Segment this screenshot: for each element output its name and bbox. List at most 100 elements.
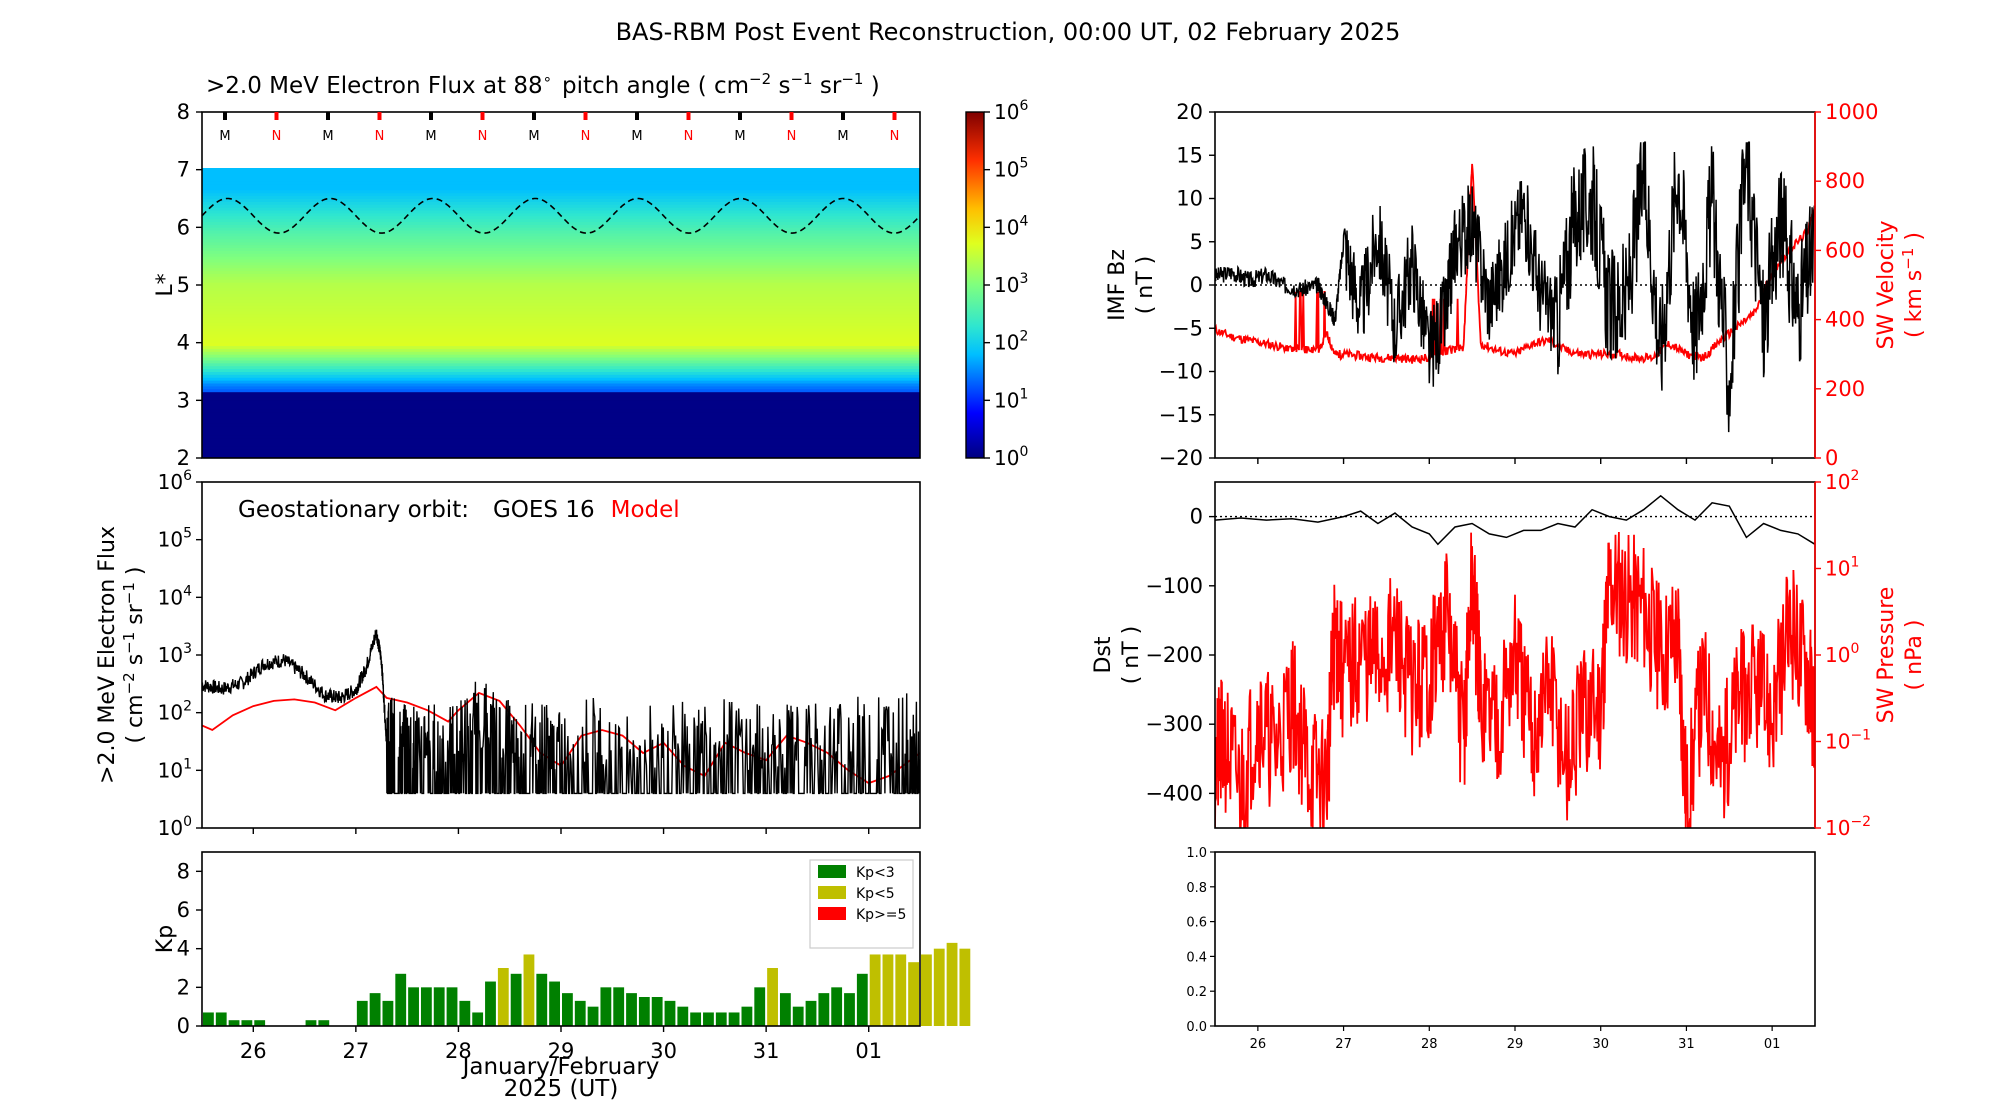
velocity-ytick-label: 800 xyxy=(1825,169,1865,193)
flux-map-ytick-label: 4 xyxy=(177,331,190,355)
flux-band xyxy=(202,298,920,303)
geo-ytick-label: 106 xyxy=(158,468,192,494)
pressure-ytick-label: 101 xyxy=(1825,555,1859,581)
flux-band xyxy=(202,287,920,292)
geo-ytick-label: 104 xyxy=(158,583,192,609)
flux-band xyxy=(202,203,920,208)
kp-bar xyxy=(497,968,509,1026)
flux-band xyxy=(202,333,920,338)
flux-band xyxy=(202,422,920,427)
empty-xtick-label: 26 xyxy=(1250,1037,1267,1052)
flux-map-ylabel: L* xyxy=(153,273,178,296)
flux-band xyxy=(202,417,920,422)
kp-bars xyxy=(203,942,971,1026)
flux-band xyxy=(202,362,920,367)
day-tick-label: 26 xyxy=(240,1039,267,1063)
velocity-ytick-label: 600 xyxy=(1825,238,1865,262)
kp-bar xyxy=(690,1012,702,1026)
mn-label: N xyxy=(272,129,282,144)
colorbar-tick-label: 100 xyxy=(994,444,1028,470)
flux-band xyxy=(202,229,920,234)
geo-ytick-label: 105 xyxy=(158,526,192,552)
flux-band xyxy=(202,339,920,344)
kp-ylabel: Kp xyxy=(153,925,178,953)
dst-ylabel-line2: ( nT ) xyxy=(1119,626,1144,685)
kp-bar xyxy=(228,1020,240,1026)
flux-band xyxy=(202,440,920,445)
flux-map-ytick-label: 5 xyxy=(177,273,190,297)
colorbar-tick-label: 102 xyxy=(994,329,1028,355)
mn-label: N xyxy=(787,129,797,144)
flux-band xyxy=(202,301,920,306)
kp-legend-label: Kp>=5 xyxy=(856,907,906,923)
kp-bar xyxy=(805,1000,817,1026)
year-axis-label: 2025 (UT) xyxy=(504,1076,619,1100)
empty-ytick-label: 1.0 xyxy=(1186,846,1207,861)
flux-band xyxy=(202,172,920,176)
bz-ytick-label: 20 xyxy=(1176,100,1203,124)
flux-band xyxy=(202,296,920,300)
flux-band xyxy=(202,267,920,272)
flux-band xyxy=(202,327,920,332)
flux-map-ytick-label: 8 xyxy=(177,100,190,124)
geo-ylabel-line2: ( cm−2 s−1 sr−1 ) xyxy=(120,566,148,743)
goes16-flux-line xyxy=(202,629,920,795)
kp-panel: 0 2 4 6 8 26 27 28 29 30 31 01 Kp Kp<3 Kp<5 Kp>=5 Ja… xyxy=(153,851,971,1102)
flux-band xyxy=(202,391,920,396)
kp-bar xyxy=(600,987,612,1026)
flux-band xyxy=(202,385,920,390)
flux-band xyxy=(202,278,920,283)
kp-x-axis: 26 27 28 29 30 31 01 xyxy=(240,1026,882,1063)
flux-band xyxy=(202,321,920,326)
flux-band xyxy=(202,324,920,329)
geo-ytick-label: 100 xyxy=(158,814,192,840)
colorbar-tick-label: 101 xyxy=(994,386,1028,412)
kp-ytick-label: 6 xyxy=(177,898,190,922)
flux-band xyxy=(202,382,920,387)
colorbar-tick-label: 104 xyxy=(994,213,1028,239)
flux-band xyxy=(202,330,920,335)
flux-band xyxy=(202,353,920,358)
flux-band xyxy=(202,411,920,416)
flux-band xyxy=(202,434,920,439)
flux-band xyxy=(202,192,920,197)
flux-band xyxy=(202,255,920,260)
mn-label: M xyxy=(219,129,230,144)
flux-band xyxy=(202,177,920,182)
geo-ytick-label: 101 xyxy=(158,756,192,782)
day-tick-label: 27 xyxy=(342,1039,369,1063)
flux-band xyxy=(202,379,920,384)
day-tick-label: 30 xyxy=(650,1039,677,1063)
imf-x-axis xyxy=(1257,458,1773,464)
kp-bar xyxy=(754,987,766,1026)
flux-band xyxy=(202,200,920,205)
empty-x-axis: 26 27 28 29 30 31 01 xyxy=(1250,1026,1780,1052)
mn-label: M xyxy=(322,129,333,144)
empty-xtick-label: 31 xyxy=(1678,1037,1695,1052)
flux-band xyxy=(202,443,920,447)
flux-band xyxy=(202,168,920,171)
flux-band xyxy=(202,437,920,442)
mn-label: M xyxy=(837,129,848,144)
kp-bar xyxy=(459,1000,471,1026)
kp-legend-swatch xyxy=(818,886,846,899)
kp-bar xyxy=(536,973,548,1026)
geo-ylabel-line1: >2.0 MeV Electron Flux xyxy=(95,526,120,784)
flux-band xyxy=(202,394,920,398)
kp-bar xyxy=(433,987,445,1026)
kp-legend: Kp<3 Kp<5 Kp>=5 xyxy=(809,859,914,949)
bz-ytick-label: −10 xyxy=(1159,360,1203,384)
kp-bar xyxy=(856,973,868,1026)
dst-ytick-label: −200 xyxy=(1145,643,1203,667)
flux-band xyxy=(202,195,920,199)
kp-bar xyxy=(369,993,381,1026)
bz-ytick-label: −5 xyxy=(1172,316,1203,340)
degree-symbol: ∘ xyxy=(543,70,552,88)
pressure-ytick-label: 102 xyxy=(1825,468,1859,494)
kp-bar xyxy=(638,997,650,1026)
date-axis-label: January/February xyxy=(461,1054,660,1080)
kp-bar xyxy=(510,973,522,1026)
